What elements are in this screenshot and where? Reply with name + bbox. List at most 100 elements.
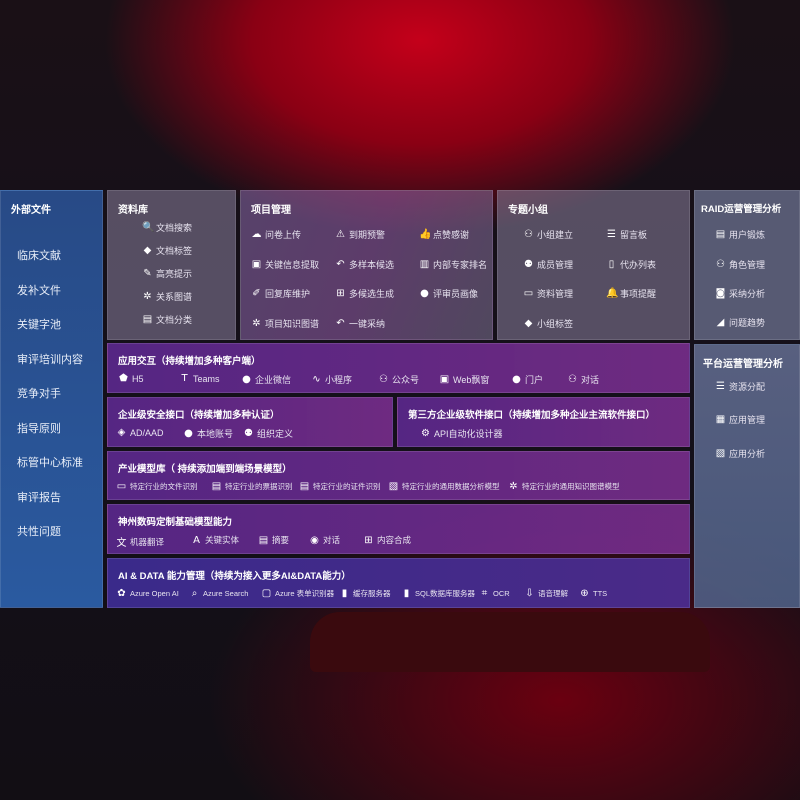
item-小组标签[interactable]: ◆ 小组标签 [523, 317, 573, 330]
item-语音理解[interactable]: ⇩ 语音理解 [524, 588, 568, 599]
item-用户锻炼[interactable]: ▤ 用户锻炼 [715, 228, 765, 241]
item-Web飘窗[interactable]: ▣ Web飘窗 [439, 373, 490, 386]
item-label: 多样本候选 [349, 259, 395, 270]
item-TTS[interactable]: ⊕ TTS [579, 588, 607, 599]
item-对话[interactable]: ◉ 对话 [309, 534, 340, 546]
item-摘要[interactable]: ▤ 摘要 [258, 534, 289, 546]
reply-icon: ↶ [336, 317, 345, 329]
item-API自动化设计器[interactable]: ⚙ API自动化设计器 [420, 427, 503, 440]
item-label: OCR [493, 589, 510, 598]
sidebar-item[interactable]: 审评报告 [17, 491, 61, 504]
item-多候选生成[interactable]: ⊞ 多候选生成 [335, 287, 394, 300]
sidebar-item[interactable]: 临床文献 [17, 250, 61, 262]
translate-icon: 文 [116, 538, 127, 549]
item-文档标签[interactable]: ◆ 文档标签 [142, 244, 192, 257]
puzzle-icon: ⊞ [336, 288, 345, 299]
miniprogram-icon: ∿ [312, 374, 321, 385]
item-关系图谱[interactable]: ✲ 关系图谱 [142, 290, 192, 303]
item-label: 小程序 [325, 375, 353, 385]
item-本地账号[interactable]: ● 本地账号 [183, 427, 233, 440]
item-Azure-Open-AI[interactable]: ✿ Azure Open AI [116, 588, 178, 599]
item-留言板[interactable]: ☰ 留言板 [606, 228, 647, 241]
item-关键实体[interactable]: A 关键实体 [191, 534, 239, 546]
portal-icon: ● [512, 374, 521, 385]
item-label: 特定行业的票据识别 [225, 482, 293, 491]
doc-search-icon: 🔍 [142, 222, 155, 233]
item-门户[interactable]: ● 门户 [511, 373, 543, 386]
item-采纳分析[interactable]: ◙ 采纳分析 [715, 287, 765, 300]
item-公众号[interactable]: ⚇ 公众号 [378, 373, 419, 386]
item-回复库维护[interactable]: ✐ 回复库维护 [251, 287, 310, 300]
item-label: 高亮提示 [156, 269, 193, 279]
item-成员管理[interactable]: ⚉ 成员管理 [523, 258, 573, 271]
item-角色管理[interactable]: ⚇ 角色管理 [715, 258, 765, 271]
item-内容合成[interactable]: ⊞ 内容合成 [363, 534, 411, 546]
item-文档分类[interactable]: ▤ 文档分类 [142, 313, 192, 326]
chart-icon: ▧ [388, 481, 399, 492]
item-label: 小组标签 [537, 318, 574, 329]
item-问卷上传[interactable]: ☁ 问卷上传 [251, 228, 302, 241]
item-label: 用户锻炼 [729, 230, 766, 240]
item-应用管理[interactable]: ▦ 应用管理 [715, 413, 765, 426]
item-评审员画像[interactable]: ● 评审员画像 [419, 287, 478, 300]
item-缓存服务器[interactable]: ▮ 缓存服务器 [339, 588, 391, 599]
item-Teams[interactable]: T Teams [179, 373, 219, 384]
item-事项提醒[interactable]: 🔔 事项提醒 [606, 287, 656, 300]
item-特定行业的通用数据分析模型[interactable]: ▧ 特定行业的通用数据分析模型 [388, 481, 500, 492]
item-特定行业的票据识别[interactable]: ▤ 特定行业的票据识别 [211, 481, 293, 492]
users-icon: ⚇ [716, 259, 725, 270]
security-panel: 企业级安全接口（持续增加多种认证） ◈ AD/AAD ● 本地账号 ⚉ 组织定义 [107, 397, 393, 447]
item-label: 关键实体 [205, 535, 240, 545]
item-小组建立[interactable]: ⚇ 小组建立 [523, 228, 573, 241]
item-资料管理[interactable]: ▭ 资料管理 [523, 287, 573, 300]
item-label: 公众号 [392, 375, 420, 385]
item-label: 特定行业的通用数据分析模型 [402, 482, 500, 491]
item-label: 门户 [525, 375, 544, 385]
background-stage [310, 612, 710, 672]
item-Azure-表单识别器[interactable]: ▢ Azure 表单识别器 [261, 588, 334, 599]
panel-title: AI & DATA 能力管理（持续为接入更多AI&DATA能力） [118, 571, 351, 582]
sidebar-item[interactable]: 发补文件 [17, 284, 61, 297]
item-组织定义[interactable]: ⚉ 组织定义 [243, 427, 293, 440]
sidebar-item[interactable]: 标管中心标准 [17, 457, 83, 469]
item-特定行业的证件识别[interactable]: ▤ 特定行业的证件识别 [299, 481, 381, 492]
item-资源分配[interactable]: ☰ 资源分配 [715, 380, 765, 393]
item-一键采纳[interactable]: ↶ 一键采纳 [335, 317, 385, 330]
item-到期预警[interactable]: ⚠ 到期预警 [335, 228, 385, 241]
item-文档搜索[interactable]: 🔍 文档搜索 [142, 221, 192, 234]
trend-icon: ◢ [716, 317, 725, 328]
graph-icon: ✲ [143, 291, 152, 302]
item-代办列表[interactable]: ▯ 代办列表 [606, 258, 656, 271]
item-项目知识图谱[interactable]: ✲ 项目知识图谱 [251, 317, 319, 330]
item-小程序[interactable]: ∿ 小程序 [311, 373, 352, 386]
sidebar-item[interactable]: 关键字池 [17, 319, 61, 331]
item-OCR[interactable]: ⌗ OCR [479, 588, 510, 599]
external-files-panel: 外部文件 临床文献 发补文件 关键字池 审评培训内容 竞争对手 指导原则 标管中心标准 审评报… [0, 190, 103, 608]
item-企业微信[interactable]: ● 企业微信 [241, 373, 291, 386]
item-应用分析[interactable]: ▧ 应用分析 [715, 447, 765, 460]
sidebar-item[interactable]: 竞争对手 [17, 388, 61, 400]
item-特定行业的通用知识图谱模型[interactable]: ✲ 特定行业的通用知识图谱模型 [508, 481, 619, 492]
sidebar-item[interactable]: 指导原则 [17, 422, 61, 435]
item-内部专家排名[interactable]: ▥ 内部专家排名 [419, 258, 487, 271]
item-AD/AAD[interactable]: ◈ AD/AAD [116, 427, 164, 438]
item-label: 文档搜索 [156, 223, 193, 233]
item-label: 问卷上传 [265, 230, 302, 240]
panel-title: 专题小组 [508, 205, 548, 216]
html5-icon: ⬟ [119, 373, 128, 384]
item-SQL数据库服务器[interactable]: ▮ SQL数据库服务器 [401, 588, 475, 599]
item-多样本候选[interactable]: ↶ 多样本候选 [335, 258, 394, 271]
sidebar-item[interactable]: 审评培训内容 [17, 353, 83, 366]
item-关键信息提取[interactable]: ▣ 关键信息提取 [251, 258, 319, 271]
item-特定行业的文件识别[interactable]: ▭ 特定行业的文件识别 [116, 481, 198, 492]
item-H5[interactable]: ⬟ H5 [118, 373, 143, 384]
item-Azure-Search[interactable]: ⌕ Azure Search [189, 588, 249, 599]
item-机器翻译[interactable]: 文机器翻译 [116, 534, 165, 550]
item-高亮提示[interactable]: ✎ 高亮提示 [142, 267, 192, 280]
ai-data-panel: AI & DATA 能力管理（持续为接入更多AI&DATA能力） ✿ Azure O… [107, 558, 690, 608]
voice-icon: ⇩ [525, 588, 534, 599]
sidebar-item[interactable]: 共性问题 [17, 526, 61, 538]
item-对话[interactable]: ⚇ 对话 [567, 373, 599, 386]
item-问题趋势[interactable]: ◢ 问题趋势 [715, 316, 765, 329]
item-点赞感谢[interactable]: 👍 点赞感谢 [419, 228, 469, 241]
